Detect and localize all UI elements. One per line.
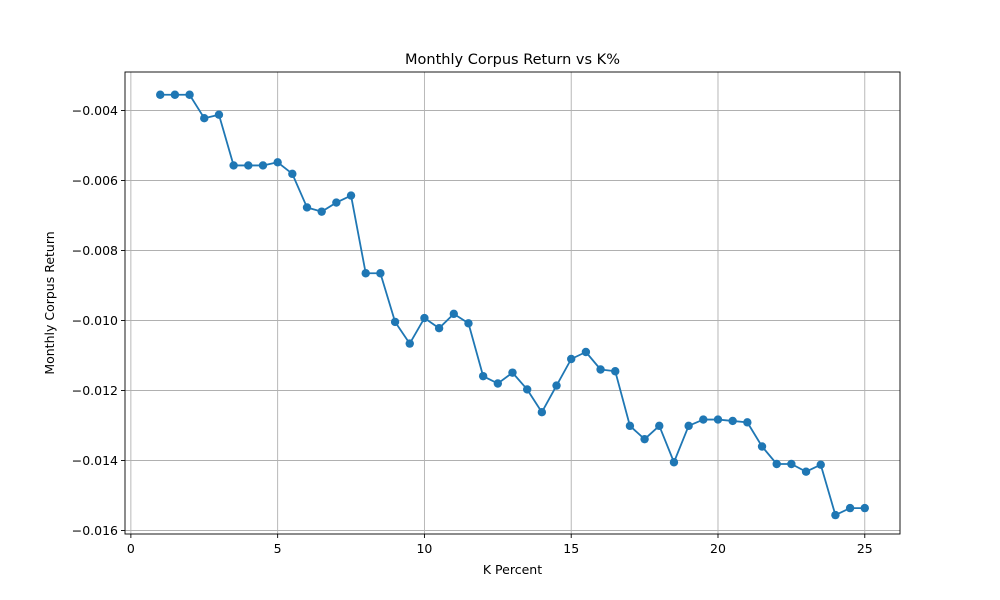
data-point	[332, 198, 341, 207]
data-point	[405, 339, 414, 348]
x-axis-ticks: 0 5 10 15 20 25	[127, 534, 873, 556]
data-point	[669, 458, 679, 467]
data-point	[728, 416, 737, 426]
y-tick-label: −0.008	[72, 243, 118, 258]
data-point	[757, 442, 767, 451]
data-point	[170, 90, 180, 99]
x-tick-label: 0	[127, 541, 135, 556]
data-point	[581, 347, 591, 357]
grid-lines	[125, 72, 900, 534]
data-point	[772, 459, 781, 469]
y-axis-ticks: −0.016 −0.014 −0.012 −0.010 −0.008 −0.006 −0.0…	[72, 103, 125, 538]
data-point	[522, 385, 532, 394]
data-point	[625, 421, 635, 431]
data-point	[640, 434, 649, 444]
data-point	[376, 269, 385, 278]
y-tick-label: −0.014	[72, 453, 118, 468]
data-point	[346, 191, 356, 200]
data-point	[596, 365, 605, 374]
data-point	[390, 317, 400, 327]
x-tick-label: 10	[416, 541, 432, 556]
data-point	[684, 421, 693, 431]
data-series	[160, 93, 865, 516]
chart-title: Monthly Corpus Return vs K%	[405, 52, 620, 68]
plot-area-frame	[124, 71, 901, 535]
y-axis-label: Monthly Corpus Return	[42, 231, 57, 374]
x-tick-label: 25	[857, 541, 873, 556]
data-point	[185, 90, 194, 99]
data-point	[713, 415, 723, 424]
data-markers	[156, 90, 869, 520]
y-tick-label: −0.016	[72, 523, 118, 538]
data-point	[508, 368, 517, 377]
data-point	[317, 207, 326, 216]
data-point	[801, 467, 811, 476]
data-point	[244, 161, 253, 170]
data-point	[743, 418, 752, 427]
data-point	[699, 415, 708, 424]
y-tick-label: −0.012	[72, 383, 118, 398]
data-point	[214, 110, 224, 119]
data-point	[302, 203, 312, 212]
data-point	[655, 421, 664, 431]
data-point	[258, 161, 268, 170]
data-point	[156, 90, 165, 99]
data-point	[420, 313, 429, 323]
data-point	[493, 379, 503, 388]
data-point	[288, 169, 297, 179]
data-point	[816, 460, 825, 469]
data-point	[537, 408, 547, 417]
data-point	[273, 158, 282, 167]
data-point	[831, 510, 840, 520]
data-point	[567, 354, 576, 364]
data-point	[552, 381, 561, 390]
x-axis-label: K Percent	[483, 562, 542, 577]
data-point	[860, 503, 869, 513]
x-tick-label: 5	[274, 541, 282, 556]
data-point	[845, 503, 855, 513]
data-point	[478, 371, 488, 381]
y-tick-label: −0.006	[72, 173, 118, 188]
y-tick-label: −0.010	[72, 313, 118, 328]
data-point	[611, 367, 620, 376]
data-point	[464, 319, 473, 328]
series-line	[160, 93, 865, 516]
data-point	[200, 114, 209, 123]
data-point	[229, 161, 238, 170]
x-tick-label: 20	[710, 541, 726, 556]
data-point	[361, 269, 370, 278]
data-point	[434, 324, 444, 333]
data-point	[787, 459, 796, 469]
data-point	[449, 309, 458, 319]
x-tick-label: 15	[563, 541, 579, 556]
y-tick-label: −0.004	[72, 103, 118, 118]
